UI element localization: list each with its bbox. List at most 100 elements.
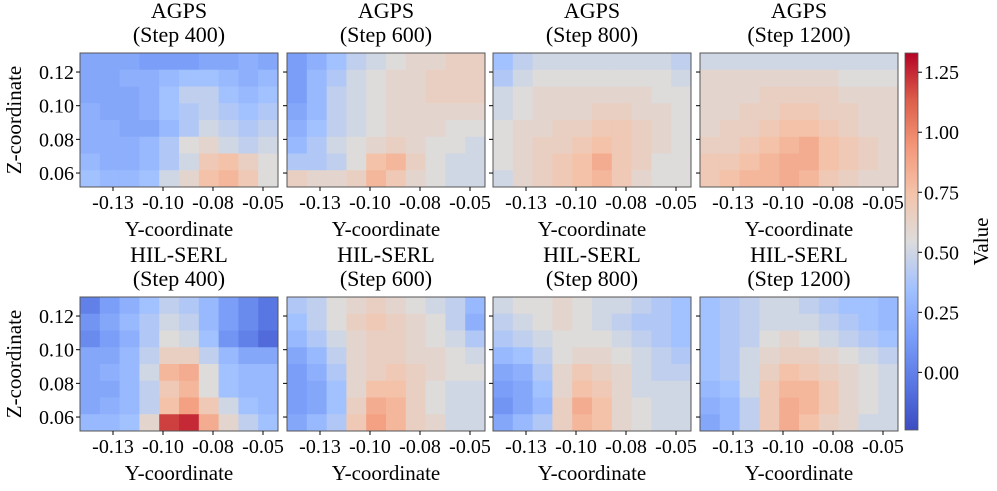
heatmap-cell: [218, 120, 239, 138]
x-tick-label: -0.13: [505, 436, 547, 458]
heatmap-cell: [425, 414, 446, 432]
heatmap-cell: [99, 69, 121, 87]
heatmap-cell: [592, 69, 613, 87]
x-tick-label: -0.08: [605, 192, 647, 214]
heatmap-cell: [425, 53, 446, 71]
heatmap-cell: [218, 69, 239, 87]
heatmap-cell: [572, 103, 593, 121]
heatmap-cell: [326, 380, 347, 398]
heatmap-cell: [346, 364, 367, 382]
heatmap-cell: [512, 397, 534, 415]
heatmap-cell: [858, 136, 879, 154]
heatmap-cell: [218, 313, 239, 331]
heatmap-cell: [631, 414, 652, 432]
heatmap-cell: [465, 297, 486, 315]
panel-title-method: HIL-SERL: [543, 242, 641, 267]
heatmap-cell: [80, 136, 101, 154]
heatmap-cell: [306, 313, 328, 331]
heatmap-cell: [532, 347, 553, 365]
heatmap-cell: [493, 414, 514, 432]
heatmap-cell: [425, 136, 446, 154]
x-tick-label: -0.08: [605, 436, 647, 458]
heatmap-cell: [425, 297, 446, 315]
heatmap-cell: [719, 364, 741, 382]
heatmap-cell: [592, 120, 613, 138]
heatmap-cell: [159, 153, 180, 171]
x-tick-label: -0.08: [812, 436, 854, 458]
heatmap-cell: [493, 69, 514, 87]
heatmap-cell: [405, 53, 427, 71]
heatmap-cell: [838, 414, 859, 432]
heatmap-cell: [258, 380, 279, 398]
heatmap-cell: [700, 313, 721, 331]
heatmap-cell: [631, 380, 652, 398]
heatmap-cell: [878, 69, 899, 87]
heatmap-cell: [159, 364, 180, 382]
x-axis-label: Y-coordinate: [332, 461, 440, 485]
colorbar-gradient: [904, 52, 919, 431]
heatmap-cell: [405, 170, 427, 188]
heatmap-cell: [838, 297, 859, 315]
heatmap-cell: [405, 313, 427, 331]
heatmap-cell: [326, 297, 347, 315]
heatmap-cell: [493, 103, 514, 121]
heatmap-cell: [159, 53, 180, 71]
heatmap-cell: [405, 86, 427, 104]
heatmap-cell: [238, 380, 259, 398]
heatmap-cell: [425, 86, 446, 104]
heatmap-cell: [818, 136, 840, 154]
colorbar-tick-label: 0.25: [924, 302, 959, 324]
heatmap-cell: [238, 330, 259, 348]
heatmap-cell: [405, 103, 427, 121]
heatmap-cell: [512, 69, 534, 87]
y-tick-label: 0.10: [39, 96, 74, 118]
heatmap-cell: [779, 313, 800, 331]
heatmap-cell: [779, 120, 800, 138]
heatmap-cell: [592, 397, 613, 415]
heatmap-cell: [159, 170, 180, 188]
heatmap-cell: [326, 69, 347, 87]
heatmap-cell: [346, 414, 367, 432]
heatmap-cell: [818, 170, 840, 188]
colorbar-tick-label: 0.00: [924, 362, 959, 384]
heatmap-cell: [119, 153, 140, 171]
heatmap-cell: [878, 53, 899, 71]
heatmap-cell: [858, 153, 879, 171]
heatmap-cell: [739, 86, 760, 104]
heatmap-cell: [238, 86, 259, 104]
heatmap-cell: [592, 170, 613, 188]
heatmap-cell: [739, 170, 760, 188]
heatmap-cell: [445, 297, 466, 315]
heatmap-cell: [671, 136, 692, 154]
heatmap-cell: [799, 69, 820, 87]
heatmap-cell: [532, 153, 553, 171]
heatmap-cell: [258, 120, 279, 138]
x-tick-label: -0.10: [555, 436, 597, 458]
heatmap-cell: [671, 53, 692, 71]
heatmap-cell: [700, 170, 721, 188]
heatmap-cell: [700, 330, 721, 348]
heatmap-cell: [799, 397, 820, 415]
heatmap-cell: [80, 120, 101, 138]
heatmap-panel: HIL-SERL(Step 600) -0.13 -0.10 -0.08 -0.05 Y-…: [283, 242, 491, 485]
heatmap-cell: [779, 153, 800, 171]
heatmap-cell: [80, 380, 101, 398]
heatmap-cell: [366, 69, 387, 87]
heatmap-cell: [80, 69, 101, 87]
heatmap-cell: [159, 397, 180, 415]
heatmap-cell: [119, 297, 140, 315]
heatmap-cell: [611, 53, 633, 71]
heatmap-cell: [99, 364, 121, 382]
heatmap-cell: [651, 103, 672, 121]
heatmap-cell: [700, 380, 721, 398]
heatmap-cell: [218, 53, 239, 71]
heatmap-cell: [425, 364, 446, 382]
heatmap-cell: [552, 347, 573, 365]
heatmap-cell: [366, 397, 387, 415]
heatmap-cell: [287, 136, 308, 154]
heatmap-cell: [759, 364, 780, 382]
panel-title-method: AGPS: [771, 0, 827, 23]
heatmap-cell: [671, 86, 692, 104]
panel-title-method: HIL-SERL: [130, 242, 228, 267]
heatmap-cell: [346, 153, 367, 171]
